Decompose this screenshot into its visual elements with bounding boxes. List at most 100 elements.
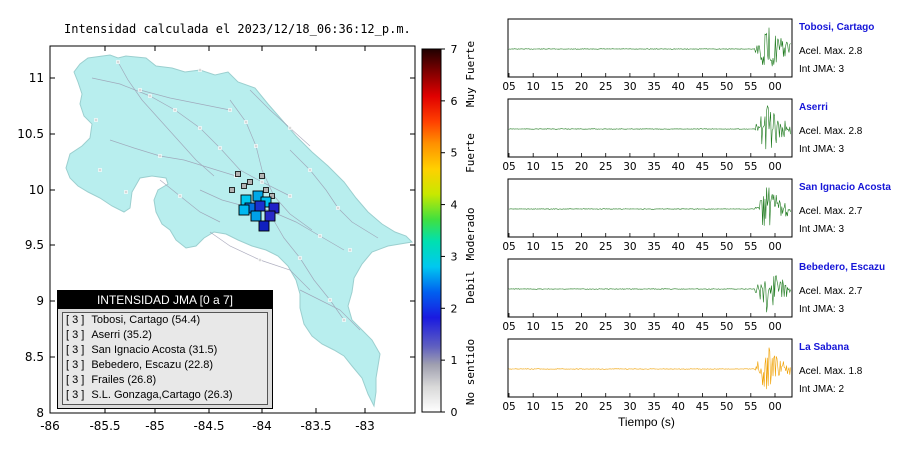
time-tick-label: 15	[551, 81, 564, 93]
time-tick-label: 55	[744, 161, 757, 173]
legend-station: S.L. Gonzaga,Cartago (26.3)	[91, 389, 233, 401]
lat-tick-label: 10	[29, 183, 44, 197]
time-tick-label: 55	[744, 81, 757, 93]
legend-station: San Ignacio Acosta (31.5)	[91, 344, 218, 356]
time-tick-label: 25	[599, 241, 612, 253]
lon-tick-label: -83	[355, 419, 375, 433]
lat-tick-label: 11	[29, 71, 44, 85]
time-tick-label: 15	[551, 161, 564, 173]
time-tick-label: 20	[575, 321, 588, 333]
time-tick-label: 10	[526, 401, 539, 413]
seismogram-trace	[508, 275, 791, 313]
legend-row: [ 3 ] S.L. Gonzaga,Cartago (26.3)	[63, 388, 267, 403]
station-name: La Sabana	[799, 342, 850, 353]
time-tick-label: 35	[647, 401, 660, 413]
seismogram-panel: 05 10 15 20 25 30 35 40 45 50 55 00	[502, 18, 793, 93]
legend-row: [ 3 ] San Ignacio Acosta (31.5)	[63, 343, 267, 358]
seismogram-panel: 05 10 15 20 25 30 35 40 45 50 55 00	[502, 178, 793, 253]
seismogram-panel: 05 10 15 20 25 30 35 40 45 50 55 00	[502, 98, 793, 173]
station-accel: Acel. Max. 2.8	[799, 46, 863, 57]
time-tick-label: 10	[526, 321, 539, 333]
time-tick-label: 30	[623, 401, 636, 413]
map-axes: -86 -85.5 -85 -84.5 -84 -83.5 -83 11 10.5 10 9.5 9 8…	[17, 46, 415, 433]
costa-rica-landmass	[65, 54, 414, 408]
time-tick-label: 45	[696, 401, 709, 413]
land-shape	[65, 54, 414, 408]
time-tick-label: 45	[696, 81, 709, 93]
seismogram-trace	[508, 105, 791, 150]
time-tick-label: 35	[647, 321, 660, 333]
time-tick-label: 55	[744, 241, 757, 253]
time-tick-label: 05	[502, 401, 515, 413]
time-tick-label: 35	[647, 81, 660, 93]
colorbar-gradient	[421, 48, 442, 413]
time-tick-label: 10	[526, 161, 539, 173]
time-tick-label: 30	[623, 81, 636, 93]
time-tick-label: 05	[502, 321, 515, 333]
time-tick-label: 10	[526, 81, 539, 93]
station-accel: Acel. Max. 2.7	[799, 206, 863, 217]
station-accel: Acel. Max. 2.8	[799, 126, 863, 137]
time-tick-label: 30	[623, 321, 636, 333]
time-tick-label: 40	[672, 321, 685, 333]
station-intensity: Int JMA: 3	[799, 224, 845, 235]
station-name: Aserri	[799, 102, 828, 113]
time-tick-label: 05	[502, 241, 515, 253]
seismogram-panel: 05 10 15 20 25 30 35 40 45 50 55 00	[502, 258, 793, 333]
time-tick-label: 25	[599, 161, 612, 173]
lon-tick-label: -85.5	[89, 419, 120, 433]
time-tick-label: 20	[575, 81, 588, 93]
lat-tick-label: 8.5	[25, 350, 44, 364]
time-tick-label: 50	[720, 241, 733, 253]
seismogram-panel: 05 10 15 20 25 30 35 40 45 50 55 00	[502, 338, 793, 413]
time-tick-label: 45	[696, 321, 709, 333]
time-tick-label: 05	[502, 161, 515, 173]
legend-station: Bebedero, Escazu (22.8)	[91, 359, 214, 371]
colorbar-tick-label: 5	[451, 147, 458, 160]
station-name: Tobosi, Cartago	[799, 22, 875, 33]
station-intensity: Int JMA: 3	[799, 144, 845, 155]
lon-tick-label: -84	[252, 419, 272, 433]
time-tick-label: 35	[647, 241, 660, 253]
colorbar-tick-label: 2	[451, 302, 458, 315]
lat-tick-label: 10.5	[17, 127, 44, 141]
time-tick-label: 40	[672, 81, 685, 93]
lat-tick-label: 9.5	[25, 238, 44, 252]
lon-tick-label: -86	[40, 419, 60, 433]
seismogram-trace	[508, 187, 791, 226]
colorbar-category-label: Muy Fuerte	[464, 41, 477, 107]
time-tick-label: 25	[599, 401, 612, 413]
legend-title: INTENSIDAD JMA [0 a 7]	[58, 291, 272, 309]
time-tick-label: 35	[647, 161, 660, 173]
time-tick-label: 00	[768, 321, 781, 333]
time-tick-label: 40	[672, 161, 685, 173]
lon-tick-label: -83.5	[300, 419, 331, 433]
legend-row: [ 3 ] Tobosi, Cartago (54.4)	[63, 313, 267, 328]
time-tick-label: 50	[720, 401, 733, 413]
time-tick-label: 55	[744, 401, 757, 413]
legend-level: [ 3 ]	[66, 314, 85, 326]
time-tick-label: 00	[768, 81, 781, 93]
legend-row: [ 3 ] Frailes (26.8)	[63, 373, 267, 388]
legend-row: [ 3 ] Bebedero, Escazu (22.8)	[63, 358, 267, 373]
colorbar-tick-label: 4	[451, 199, 458, 212]
legend-level: [ 3 ]	[66, 374, 85, 386]
lat-tick-label: 9	[36, 294, 44, 308]
colorbar-tick-label: 6	[451, 95, 458, 108]
legend-level: [ 3 ]	[66, 389, 85, 401]
time-tick-label: 55	[744, 321, 757, 333]
intensity-legend: INTENSIDAD JMA [0 a 7] [ 3 ] Tobosi, Cart…	[57, 290, 273, 409]
station-accel: Acel. Max. 2.7	[799, 286, 863, 297]
time-tick-label: 00	[768, 241, 781, 253]
time-tick-label: 15	[551, 241, 564, 253]
time-tick-label: 05	[502, 81, 515, 93]
colorbar-tick-label: 0	[451, 406, 458, 419]
time-axis-label: Tiempo (s)	[618, 415, 675, 429]
time-tick-label: 50	[720, 161, 733, 173]
station-name: Bebedero, Escazu	[799, 262, 886, 273]
lat-tick-label: 8	[36, 406, 44, 420]
time-tick-label: 50	[720, 81, 733, 93]
legend-level: [ 3 ]	[66, 329, 85, 341]
colorbar-category-label: No sentido	[464, 339, 477, 405]
time-tick-label: 20	[575, 161, 588, 173]
